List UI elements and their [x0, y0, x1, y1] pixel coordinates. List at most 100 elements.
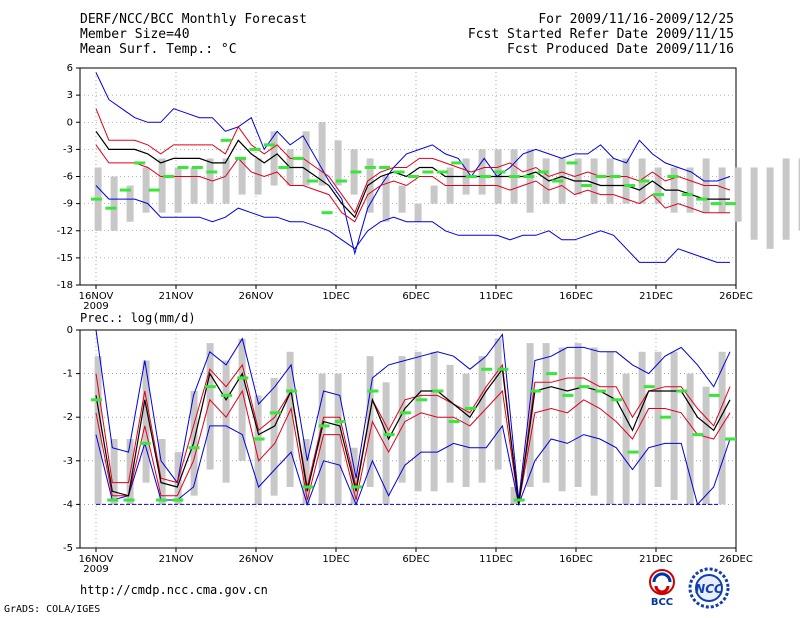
chart1-ytick-label: 0 — [67, 325, 73, 336]
chart0-spread-box — [334, 140, 342, 186]
chart1-spread-box — [574, 343, 582, 487]
chart0-spread-box — [766, 167, 774, 249]
chart1-forecast-marker — [204, 385, 216, 389]
chart1-forecast-marker — [383, 433, 395, 437]
chart0-forecast-marker — [523, 175, 535, 178]
forecast-period: For 2009/11/16-2009/12/25 — [538, 12, 734, 27]
chart1-forecast-marker — [351, 485, 363, 489]
chart1-spread-box — [510, 486, 518, 505]
chart0-forecast-marker — [408, 175, 419, 178]
chart0-ytick-label: -15 — [57, 253, 73, 264]
prec-panel-title: Prec.: log(mm/d) — [80, 311, 196, 325]
chart1-forecast-marker — [708, 393, 720, 397]
chart1-forecast-marker — [692, 433, 704, 437]
chart1-spread-box — [158, 439, 166, 505]
chart1-spread-box — [542, 343, 550, 483]
header-left: DERF/NCC/BCC Monthly Forecast Member Siz… — [80, 12, 307, 57]
chart0-ytick-label: -6 — [63, 172, 73, 183]
chart0-ytick-label: 0 — [67, 117, 73, 128]
chart0-spread-box — [238, 158, 246, 195]
chart0-ytick-label: -12 — [57, 226, 73, 237]
chart0-forecast-marker — [624, 184, 636, 188]
chart1-forecast-marker — [286, 389, 298, 393]
chart1-max-line — [95, 329, 731, 501]
chart0-xtick-label: 11DEC — [479, 291, 513, 302]
chart1-spread-box — [254, 395, 262, 505]
chart0-spread-box — [174, 167, 182, 213]
refer-date: Fcst Started Refer Date 2009/11/15 — [467, 27, 734, 42]
chart1-xtick-label: 26DEC — [719, 554, 753, 565]
chart0-spread-box — [430, 185, 438, 204]
chart1-spread-box — [334, 373, 342, 505]
chart1-ytick-label: -2 — [63, 412, 73, 423]
chart0-spread-box — [382, 176, 390, 222]
chart0-forecast-marker — [206, 170, 218, 174]
chart1-frame — [79, 329, 737, 549]
chart1-spread-box — [670, 351, 678, 501]
chart0-forecast-marker — [537, 170, 549, 174]
chart0-forecast-marker — [335, 179, 347, 183]
chart1-spread-box — [94, 356, 102, 505]
chart1-forecast-marker — [269, 411, 281, 415]
chart1-spread-box — [558, 347, 566, 492]
chart1-spread-box — [110, 439, 118, 505]
chart0-spread-box — [622, 158, 630, 204]
chart1-xtick-label: 21DEC — [639, 554, 673, 565]
chart0-forecast-marker — [134, 161, 146, 165]
chart1-spread-box — [494, 338, 502, 470]
chart0-spread-box — [734, 167, 742, 222]
chart0-ytick-label: 3 — [67, 90, 73, 101]
chart0-forecast-marker — [681, 193, 693, 197]
chart1-spread-box — [622, 373, 630, 505]
chart1-spread-box — [462, 373, 470, 487]
chart1-spread-box — [350, 447, 358, 505]
chart1-spread-box — [654, 351, 662, 487]
chart0-spread-box — [270, 131, 278, 186]
chart1-forecast-marker — [497, 367, 509, 371]
chart0-forecast-marker — [436, 170, 448, 174]
chart0-ytick-label: 6 — [67, 63, 73, 74]
chart1-forecast-marker — [399, 411, 411, 415]
chart0-ytick-label: -9 — [63, 199, 73, 210]
chart1-ytick-label: -4 — [63, 499, 73, 510]
member-size: Member Size=40 — [80, 27, 190, 42]
chart1-forecast-marker — [91, 398, 102, 402]
produced-date: Fcst Produced Date 2009/11/16 — [507, 42, 734, 57]
chart1-forecast-marker — [237, 376, 249, 380]
chart1-spread-box — [478, 356, 486, 483]
chart1-forecast-marker — [139, 441, 151, 445]
chart1-forecast-marker — [253, 437, 265, 441]
chart1-forecast-marker — [334, 420, 346, 424]
chart1-spread-box — [606, 351, 614, 505]
chart1-xtick-year: 2009 — [83, 564, 108, 575]
chart1-forecast-marker — [676, 389, 688, 393]
chart1-spread-box — [414, 351, 422, 492]
chart0-lower-line — [95, 144, 730, 223]
chart1-forecast-marker — [172, 498, 184, 502]
chart0-ytick-label: -3 — [63, 144, 73, 155]
chart0-forecast-marker — [177, 165, 189, 169]
chart0-xtick-label: 6DEC — [402, 291, 429, 302]
chart1-spread-box — [446, 364, 454, 483]
chart1-xtick-label: 6DEC — [402, 554, 429, 565]
chart1-forecast-marker — [594, 389, 606, 393]
chart1-forecast-marker — [546, 372, 558, 376]
chart0-forecast-marker — [163, 175, 175, 178]
chart1-spread-box — [702, 386, 710, 505]
chart0-upper-line — [95, 108, 731, 214]
chart0-forecast-marker — [480, 175, 492, 178]
chart1-forecast-marker — [627, 450, 639, 454]
chart1-spread-box — [286, 351, 294, 487]
chart0-forecast-marker — [119, 188, 131, 192]
chart0-forecast-marker — [235, 156, 247, 160]
source-url[interactable]: http://cmdp.ncc.cma.gov.cn — [80, 583, 268, 597]
chart1-min-line — [95, 424, 731, 507]
chart0-spread-box — [318, 122, 326, 186]
chart0-forecast-marker — [667, 175, 679, 178]
chart0-min-line — [95, 185, 730, 263]
chart0-forecast-marker — [393, 170, 405, 174]
chart1-xtick-label: 21NOV — [159, 554, 194, 565]
chart0-forecast-marker — [696, 197, 708, 201]
chart0-spread-box — [398, 185, 406, 213]
chart0-spread-box — [142, 167, 150, 213]
